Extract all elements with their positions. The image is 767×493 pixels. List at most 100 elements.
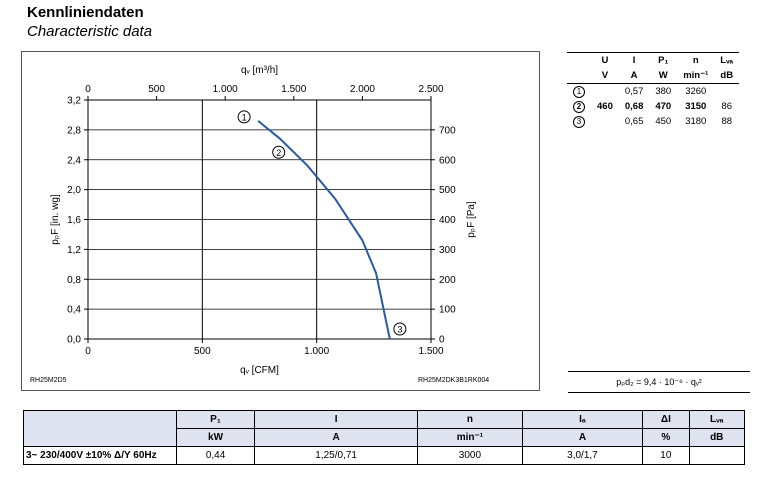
motor-header: ΔI [642, 410, 690, 429]
op-cell: 3260 [685, 86, 707, 97]
tick-label-top: 2.500 [418, 84, 443, 95]
op-cell [591, 114, 619, 129]
op-header-n: n [677, 52, 715, 68]
motor-header: P₁ [175, 410, 256, 429]
op-header-i: I [618, 52, 650, 68]
point-marker-3: 3 [573, 115, 585, 128]
op-table-header-row: U I P₁ n Lᵥₐ [567, 52, 740, 68]
tick-label-right: 700 [439, 125, 456, 136]
op-cell: 0,68 [624, 101, 644, 112]
motor-data-table: P₁ I n Iₐ ΔI Lᵥₐ kW A min⁻¹ A % dB 3~ 23… [23, 410, 745, 465]
x-axis-label-top: qᵥ [m³/h] [241, 65, 278, 76]
op-cell: 88 [721, 116, 733, 127]
chart-code-right: RH25M2DK3B1RK004 [418, 377, 490, 384]
op-cell: 450 [655, 116, 672, 127]
tick-label-left: 2,4 [67, 155, 81, 166]
tick-label-left: 1,6 [67, 215, 81, 226]
motor-value: 1,25/0,71 [254, 446, 419, 465]
tick-label-left: 0,4 [67, 305, 81, 316]
tick-label-top: 2.000 [350, 84, 375, 95]
operating-point-2 [272, 145, 286, 159]
motor-header: I [254, 410, 419, 429]
motor-row-label: 3~ 230/400V ±10% Δ/Y 60Hz [23, 446, 177, 465]
operating-point-label: 2 [276, 148, 281, 158]
tick-label-top: 0 [85, 84, 91, 95]
tick-label-right: 200 [439, 275, 456, 286]
operating-point-1 [237, 110, 251, 124]
tick-label-left: 2,8 [67, 125, 81, 136]
motor-value: 10 [642, 446, 690, 465]
tick-label-top: 500 [148, 84, 165, 95]
motor-unit: A [521, 428, 644, 447]
op-unit-l: dB [714, 68, 740, 84]
motor-value: 3,0/1,7 [521, 446, 644, 465]
motor-header: n [417, 410, 523, 429]
motor-header-units: kW A min⁻¹ A % dB [24, 428, 745, 447]
tick-label-right: 600 [439, 155, 456, 166]
op-cell: 470 [655, 101, 672, 112]
motor-unit: dB [688, 428, 745, 447]
motor-header-top: P₁ I n Iₐ ΔI Lᵥₐ [23, 410, 745, 447]
op-header-blank [567, 52, 591, 68]
op-header-p: P₁ [649, 52, 678, 68]
operating-points-table: U I P₁ n Lᵥₐ V A W min⁻¹ dB 1 0,57 380 3… [567, 52, 740, 129]
tick-label-right: 0 [439, 335, 445, 346]
operating-point-label: 1 [242, 112, 247, 122]
operating-point-3 [393, 322, 407, 336]
tick-label-left: 2,0 [67, 185, 81, 196]
tick-label-right: 500 [439, 185, 456, 196]
motor-data-row: 3~ 230/400V ±10% Δ/Y 60Hz 0,44 1,25/0,71… [23, 446, 745, 465]
tick-label-left: 3,2 [67, 96, 81, 107]
op-cell: 460 [597, 101, 613, 112]
tick-label-top: 1.000 [213, 84, 238, 95]
tick-label-left: 0,8 [67, 275, 81, 286]
tick-label-left: 0,0 [67, 335, 81, 346]
op-cell: 86 [721, 101, 733, 112]
y-axis-label-left: pₚF [in. wg] [50, 194, 61, 245]
op-cell: 0,65 [624, 116, 644, 127]
op-cell [714, 84, 739, 100]
tick-label-bottom: 500 [194, 346, 211, 357]
motor-value: 0,44 [175, 446, 256, 465]
op-header-u: U [591, 52, 619, 68]
tick-label-right: 400 [439, 215, 456, 226]
op-unit-i: A [618, 68, 650, 84]
motor-header: Lᵥₐ [688, 410, 745, 429]
page-title: Kennliniendaten [27, 4, 144, 21]
op-cell: 3180 [685, 116, 707, 127]
pressure-formula: pₚd₂ = 9,4 · 10⁻⁶ · qᵥ² [568, 371, 750, 393]
motor-value [688, 446, 745, 465]
op-row-3: 3 0,65 450 3180 88 [567, 114, 739, 129]
y-axis-label-right: pₚF [Pa] [466, 201, 477, 238]
tick-label-right: 300 [439, 245, 456, 256]
tick-label-left: 1,2 [67, 245, 81, 256]
operating-point-label: 3 [397, 325, 402, 335]
point-marker-1: 1 [573, 85, 585, 98]
chart-frame [21, 51, 540, 391]
op-cell: 3150 [685, 101, 707, 112]
tick-label-bottom: 0 [85, 346, 91, 357]
tick-label-top: 1.500 [281, 84, 306, 95]
motor-header-blank [23, 410, 177, 447]
op-cell [591, 84, 619, 100]
op-cell: 380 [655, 86, 672, 97]
op-row-2: 2 460 0,68 470 3150 86 [567, 99, 739, 114]
motor-unit: % [642, 428, 690, 447]
op-unit-u: V [591, 68, 619, 84]
motor-value: 3000 [417, 446, 523, 465]
page-subtitle: Characteristic data [27, 23, 153, 40]
tick-label-bottom: 1.000 [304, 346, 329, 357]
op-row-1: 1 0,57 380 3260 [567, 84, 739, 100]
tick-label-right: 100 [439, 305, 456, 316]
chart-code-left: RH25M2D5 [30, 377, 67, 384]
op-unit-n: min⁻¹ [677, 68, 715, 84]
op-header-l: Lᵥₐ [714, 52, 740, 68]
op-cell: 0,57 [624, 86, 644, 97]
op-unit-p: W [649, 68, 678, 84]
op-table-units-row: V A W min⁻¹ dB [567, 68, 740, 84]
point-marker-2: 2 [573, 100, 585, 113]
tick-label-bottom: 1.500 [418, 346, 443, 357]
characteristic-curve [257, 120, 391, 340]
motor-unit: A [254, 428, 419, 447]
motor-header: Iₐ [521, 410, 644, 429]
